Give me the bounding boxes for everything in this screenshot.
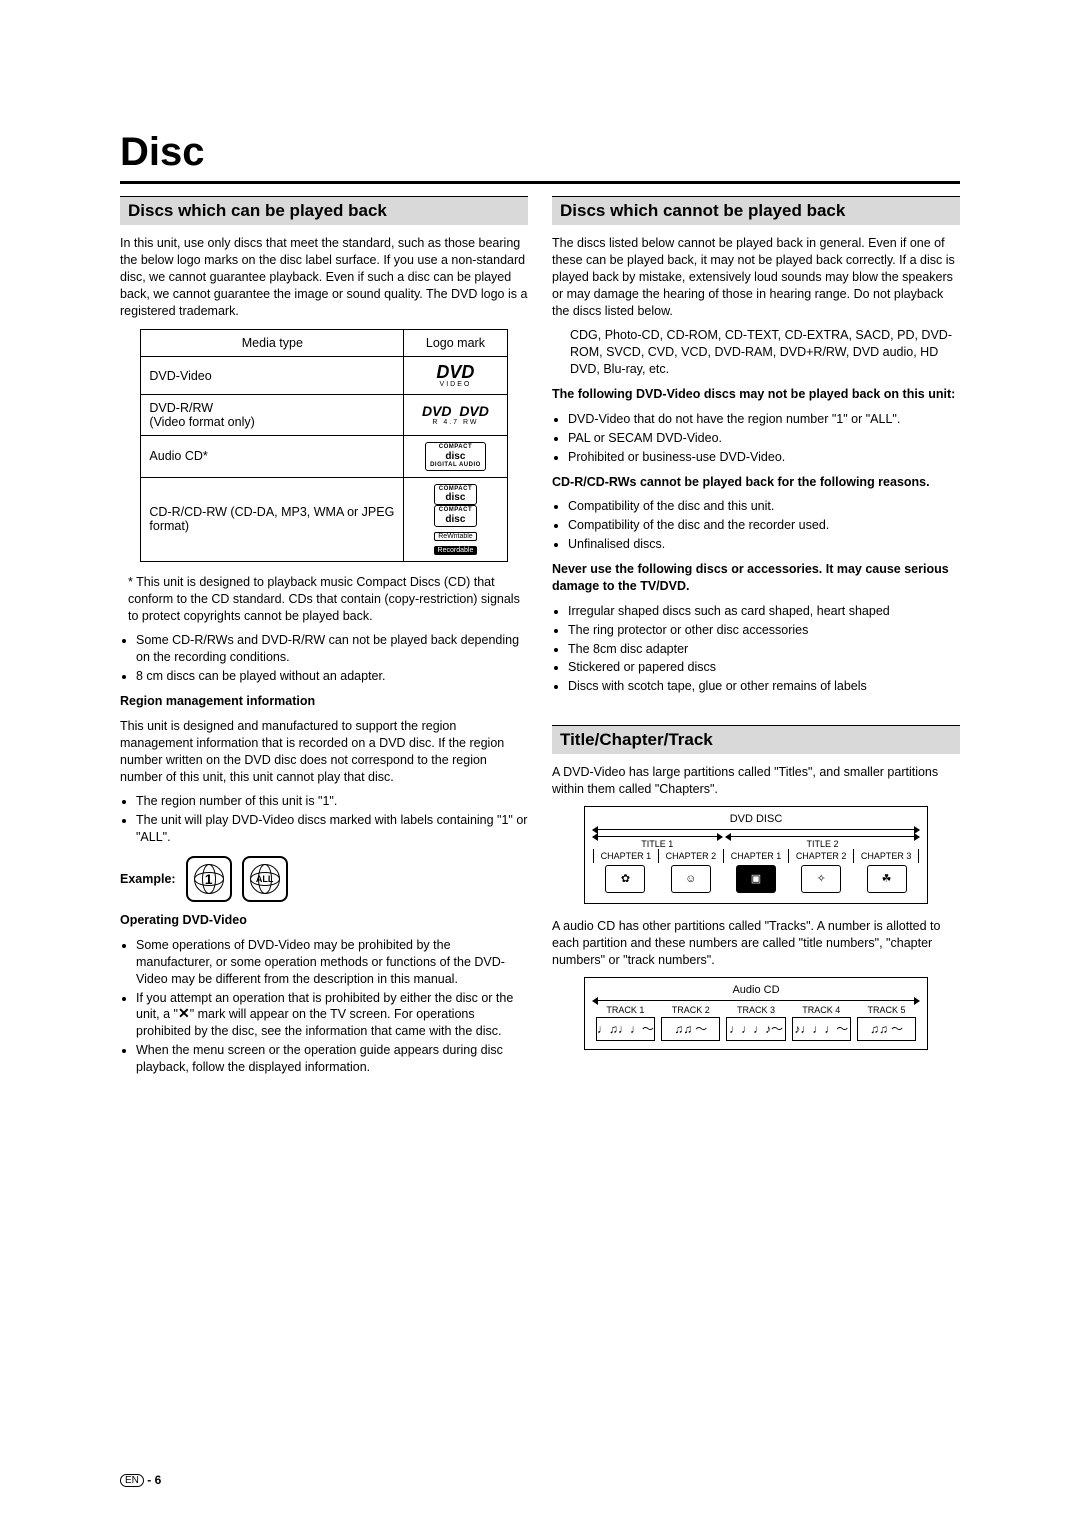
list-item: Prohibited or business-use DVD-Video. (568, 449, 960, 466)
list-item: When the menu screen or the operation gu… (136, 1042, 528, 1076)
table-row: Audio CD* COMPACTdiscDIGITAL AUDIO (141, 436, 507, 477)
list-item: Unfinalised discs. (568, 536, 960, 553)
lang-badge: EN (120, 1474, 144, 1487)
np-h3-bullets: Irregular shaped discs such as card shap… (552, 603, 960, 695)
arrow-line (593, 829, 919, 830)
playable-intro: In this unit, use only discs that meet t… (120, 235, 528, 319)
chapter-labels: CHAPTER 1 CHAPTER 2 CHAPTER 1 CHAPTER 2 … (593, 849, 919, 863)
list-item: Stickered or papered discs (568, 659, 960, 676)
region-heading: Region management information (120, 693, 528, 710)
media-col1: Media type (141, 330, 404, 357)
left-column: Discs which can be played back In this u… (120, 196, 528, 1084)
np-h2-bullets: Compatibility of the disc and this unit.… (552, 498, 960, 553)
not-playable-intro: The discs listed below cannot be played … (552, 235, 960, 319)
region-body: This unit is designed and manufactured t… (120, 718, 528, 786)
list-item: The region number of this unit is "1". (136, 793, 528, 810)
np-h3: Never use the following discs or accesso… (552, 561, 960, 595)
title-arrows: TITLE 1 TITLE 2 (593, 832, 919, 849)
cd-dia-title: Audio CD (593, 984, 919, 996)
list-item: Compatibility of the disc and this unit. (568, 498, 960, 515)
right-column: Discs which cannot be played back The di… (552, 196, 960, 1084)
playable-bullets: Some CD-R/RWs and DVD-R/RW can not be pl… (120, 632, 528, 685)
media-type: DVD-Video (141, 357, 404, 395)
cd-footnote: * This unit is designed to playback musi… (120, 574, 528, 625)
list-item: 8 cm discs can be played without an adap… (136, 668, 528, 685)
list-item: The ring protector or other disc accesso… (568, 622, 960, 639)
list-item: Discs with scotch tape, glue or other re… (568, 678, 960, 695)
np-h1: The following DVD-Video discs may not be… (552, 386, 960, 403)
tct-p2: A audio CD has other partitions called "… (552, 918, 960, 969)
list-item: Irregular shaped discs such as card shap… (568, 603, 960, 620)
example-row: Example: 1 ALL (120, 856, 528, 902)
title-rule (120, 181, 960, 184)
example-label: Example: (120, 871, 176, 888)
page-footer: EN - 6 (120, 1473, 161, 1487)
track-thumbs: ♩♫♩♩～ ♫♫ ～ ♩♩♩♪～ ♪♩♩♩～ ♫♫ ～ (593, 1017, 919, 1041)
logo-cdr-cdrw: COMPACTdisc COMPACTdisc ReWritable Recor… (404, 477, 507, 561)
media-table: Media type Logo mark DVD-Video DVD VIDEO… (140, 329, 507, 561)
region-bullets: The region number of this unit is "1". T… (120, 793, 528, 846)
np-h1-bullets: DVD-Video that do not have the region nu… (552, 411, 960, 466)
list-item: PAL or SECAM DVD-Video. (568, 430, 960, 447)
section-not-playable: Discs which cannot be played back (552, 196, 960, 225)
operating-heading: Operating DVD-Video (120, 912, 528, 929)
page-title: Disc (120, 130, 960, 175)
arrow-line (593, 1000, 919, 1001)
section-playable: Discs which can be played back (120, 196, 528, 225)
page: Disc Discs which can be played back In t… (0, 0, 1080, 1527)
list-item: Some CD-R/RWs and DVD-R/RW can not be pl… (136, 632, 528, 666)
media-type: DVD-R/RW (Video format only) (141, 395, 404, 436)
x-icon: ✕ (178, 1006, 190, 1020)
list-item: Some operations of DVD-Video may be proh… (136, 937, 528, 988)
region-icon-1: 1 (186, 856, 232, 902)
tct-p1: A DVD-Video has large partitions called … (552, 764, 960, 798)
media-type: CD-R/CD-RW (CD-DA, MP3, WMA or JPEG form… (141, 477, 404, 561)
section-title-chapter-track: Title/Chapter/Track (552, 725, 960, 754)
two-columns: Discs which can be played back In this u… (120, 196, 960, 1084)
chapter-thumbs: ✿ ☺ ▣ ✧ ☘ (593, 863, 919, 895)
not-playable-list: CDG, Photo-CD, CD-ROM, CD-TEXT, CD-EXTRA… (552, 327, 960, 378)
logo-dvd-video: DVD VIDEO (404, 357, 507, 395)
dvd-diagram: DVD DISC TITLE 1 TITLE 2 CHAPTER 1 CHAPT… (584, 806, 928, 904)
table-row: CD-R/CD-RW (CD-DA, MP3, WMA or JPEG form… (141, 477, 507, 561)
list-item: Compatibility of the disc and the record… (568, 517, 960, 534)
media-col2: Logo mark (404, 330, 507, 357)
operating-bullets: Some operations of DVD-Video may be proh… (120, 937, 528, 1076)
region-icon-all: ALL (242, 856, 288, 902)
logo-dvd-rrw: DVD DVD R 4.7 RW (404, 395, 507, 436)
list-item: If you attempt an operation that is proh… (136, 990, 528, 1041)
table-row: DVD-Video DVD VIDEO (141, 357, 507, 395)
list-item: The 8cm disc adapter (568, 641, 960, 658)
dvd-dia-title: DVD DISC (593, 813, 919, 825)
list-item: The unit will play DVD-Video discs marke… (136, 812, 528, 846)
media-type: Audio CD* (141, 436, 404, 477)
cd-diagram: Audio CD TRACK 1 TRACK 2 TRACK 3 TRACK 4… (584, 977, 928, 1050)
track-labels: TRACK 1 TRACK 2 TRACK 3 TRACK 4 TRACK 5 (593, 1003, 919, 1017)
np-h2: CD-R/CD-RWs cannot be played back for th… (552, 474, 960, 491)
list-item: DVD-Video that do not have the region nu… (568, 411, 960, 428)
table-row: DVD-R/RW (Video format only) DVD DVD R 4… (141, 395, 507, 436)
logo-audio-cd: COMPACTdiscDIGITAL AUDIO (404, 436, 507, 477)
